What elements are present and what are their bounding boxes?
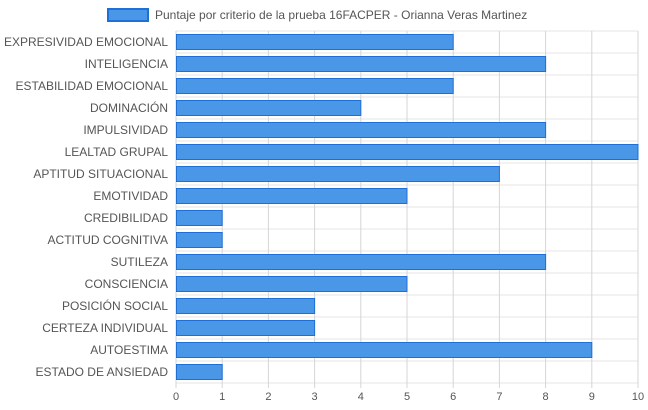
category-label: POSICIÓN SOCIAL <box>62 298 168 313</box>
bar[interactable] <box>176 100 362 116</box>
bars <box>176 34 639 380</box>
category-label: CERTEZA INDIVIDUAL <box>42 321 168 335</box>
bar[interactable] <box>176 78 454 94</box>
category-label: INTELIGENCIA <box>85 57 168 71</box>
bar[interactable] <box>176 56 547 72</box>
category-label: IMPULSIVIDAD <box>83 123 168 137</box>
category-label: ACTITUD COGNITIVA <box>48 233 168 247</box>
x-tick-label: 1 <box>219 391 225 403</box>
legend-swatch <box>107 8 149 22</box>
x-tick-label: 7 <box>496 391 502 403</box>
x-tick-label: 9 <box>589 391 595 403</box>
x-tick-label: 3 <box>312 391 318 403</box>
x-tick-label: 4 <box>358 391 364 403</box>
category-label: AUTOESTIMA <box>90 343 168 357</box>
category-label: APTITUD SITUACIONAL <box>33 167 168 181</box>
category-label: EMOTIVIDAD <box>93 189 168 203</box>
bar[interactable] <box>176 320 316 336</box>
legend-label: Puntaje por criterio de la prueba 16FACP… <box>155 8 527 22</box>
x-tick-label: 8 <box>543 391 549 403</box>
category-label: SUTILEZA <box>111 255 168 269</box>
grid-lines <box>175 30 639 388</box>
category-label: EXPRESIVIDAD EMOCIONAL <box>4 35 168 49</box>
x-axis-ticks: 0 1 2 3 4 5 6 7 8 9 10 <box>173 391 644 403</box>
category-labels: EXPRESIVIDAD EMOCIONAL INTELIGENCIA ESTABI… <box>4 35 168 379</box>
bar[interactable] <box>176 364 223 380</box>
bar[interactable] <box>176 342 593 358</box>
x-tick-label: 5 <box>404 391 410 403</box>
bar[interactable] <box>176 298 316 314</box>
bar[interactable] <box>176 144 639 160</box>
bar[interactable] <box>176 188 408 204</box>
bar[interactable] <box>176 34 454 50</box>
bar[interactable] <box>176 254 547 270</box>
x-tick-label: 6 <box>450 391 456 403</box>
x-tick-label: 0 <box>173 391 179 403</box>
category-label: DOMINACIÓN <box>90 100 168 115</box>
category-label: ESTADO DE ANSIEDAD <box>36 365 169 379</box>
x-tick-label: 10 <box>632 391 644 403</box>
category-label: CONSCIENCIA <box>85 277 168 291</box>
category-label: ESTABILIDAD EMOCIONAL <box>16 79 169 93</box>
legend[interactable]: Puntaje por criterio de la prueba 16FACP… <box>107 8 527 22</box>
x-tick-label: 2 <box>265 391 271 403</box>
bar[interactable] <box>176 166 500 182</box>
category-label: LEALTAD GRUPAL <box>65 145 169 159</box>
category-label: CREDIBILIDAD <box>84 211 168 225</box>
bar[interactable] <box>176 122 547 138</box>
bar[interactable] <box>176 276 408 292</box>
bar[interactable] <box>176 210 223 226</box>
bar[interactable] <box>176 232 223 248</box>
